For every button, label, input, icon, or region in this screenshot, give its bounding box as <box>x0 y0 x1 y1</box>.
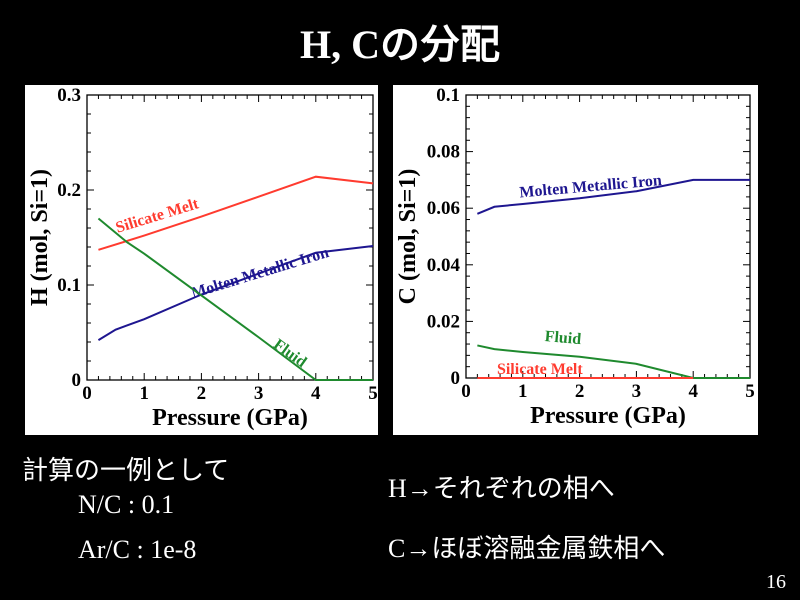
y-tick-label: 0 <box>72 370 82 391</box>
y-tick-label: 0.1 <box>436 85 460 106</box>
y-tick-label: 0 <box>451 368 461 389</box>
x-tick-label: 5 <box>368 383 378 404</box>
x-axis-label: Pressure (GPa) <box>530 403 686 429</box>
page-number: 16 <box>766 571 786 593</box>
y-tick-label: 0.02 <box>427 311 460 332</box>
x-tick-label: 1 <box>518 381 528 402</box>
y-tick-label: 0.06 <box>427 198 460 219</box>
slide-title: H, Cの分配 <box>300 22 500 67</box>
x-tick-label: 4 <box>311 383 321 404</box>
y-tick-label: 0.2 <box>57 180 81 201</box>
series-line-molten-metallic-iron <box>97 245 374 341</box>
carbon-distribution-chart: 0 1 2 3 4 5 0 0.02 0.04 0.06 0.08 0.1 Pressure (GPa)… <box>395 85 755 429</box>
x-tick-label: 3 <box>632 381 642 402</box>
x-axis-label: Pressure (GPa) <box>152 405 308 431</box>
x-tick-label: 0 <box>82 383 92 404</box>
hydrogen-note: H→それぞれの相へ <box>388 474 615 503</box>
x-tick-label: 2 <box>197 383 207 404</box>
series-line-fluid <box>97 217 373 381</box>
series-label-fluid: Fluid <box>544 328 582 348</box>
series-line-silicate-melt <box>98 175 374 251</box>
series-label-silicate-melt: Silicate Melt <box>497 361 583 378</box>
arc-ratio: Ar/C : 1e-8 <box>78 535 197 564</box>
carbon-note: C→ほぼ溶融金属鉄相へ <box>388 534 666 563</box>
series-label-molten-metallic-iron: Molten Metallic Iron <box>189 244 331 302</box>
plot-frame <box>465 94 751 379</box>
nc-ratio: N/C : 0.1 <box>78 490 175 519</box>
example-heading: 計算の一例として <box>22 456 230 485</box>
series-label-fluid: Fluid <box>270 336 310 371</box>
x-tick-label: 3 <box>254 383 264 404</box>
x-tick-label: 0 <box>461 381 471 402</box>
hydrogen-chart-panel: 0 1 2 3 4 5 0 0.1 0.2 0.3 Pressure (GPa) H (mol, Si… <box>25 85 378 435</box>
y-tick-label: 0.08 <box>427 142 460 163</box>
x-tick-label: 5 <box>745 381 755 402</box>
y-tick-label: 0.04 <box>427 255 461 276</box>
series-line-molten-metallic-iron <box>476 178 750 215</box>
carbon-chart-panel: 0 1 2 3 4 5 0 0.02 0.04 0.06 0.08 0.1 Pressure (GPa)… <box>393 85 758 435</box>
y-axis-label: H (mol, Si=1) <box>27 169 53 306</box>
y-tick-label: 0.3 <box>57 85 81 106</box>
x-tick-label: 1 <box>139 383 149 404</box>
y-tick-label: 0.1 <box>57 275 81 296</box>
y-axis-label: C (mol, Si=1) <box>395 169 421 305</box>
hydrogen-distribution-chart: 0 1 2 3 4 5 0 0.1 0.2 0.3 Pressure (GPa) H (mol, Si… <box>27 85 378 431</box>
x-tick-label: 2 <box>575 381 585 402</box>
x-tick-label: 4 <box>688 381 698 402</box>
plot-frame <box>86 94 374 381</box>
